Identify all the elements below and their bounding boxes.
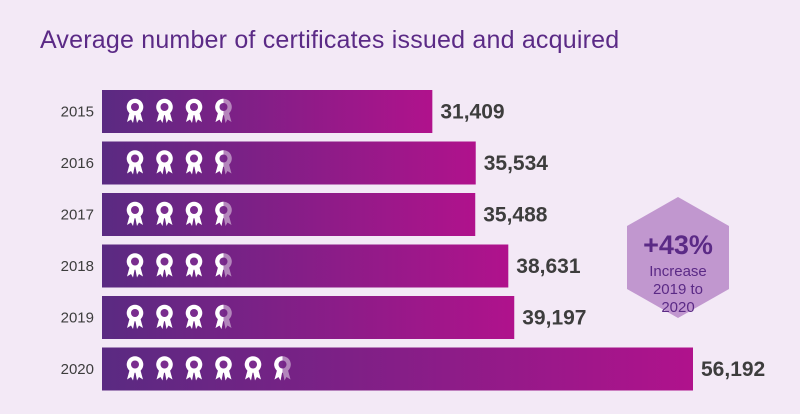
badge-line-2: 2019 to (653, 281, 703, 298)
year-label: 2015 (61, 104, 94, 121)
year-label: 2017 (61, 207, 94, 224)
badge-line-3: 2020 (661, 299, 694, 316)
value-label: 31,409 (440, 101, 504, 124)
value-label: 35,488 (483, 204, 548, 227)
value-label: 38,631 (516, 255, 581, 278)
year-label: 2019 (61, 310, 94, 327)
badge-line-1: Increase (649, 263, 707, 280)
value-label: 35,534 (484, 152, 549, 175)
value-label: 56,192 (701, 358, 765, 381)
badge-percent: +43% (643, 230, 713, 260)
badge-hexagon (627, 197, 729, 318)
year-label: 2016 (61, 155, 94, 172)
bar-2015 (102, 90, 433, 133)
increase-badge: +43% Increase 2019 to 2020 (627, 197, 729, 318)
value-label: 39,197 (522, 307, 586, 330)
year-label: 2020 (61, 361, 94, 378)
chart-title: Average number of certificates issued an… (40, 26, 620, 54)
year-label: 2018 (61, 258, 94, 275)
